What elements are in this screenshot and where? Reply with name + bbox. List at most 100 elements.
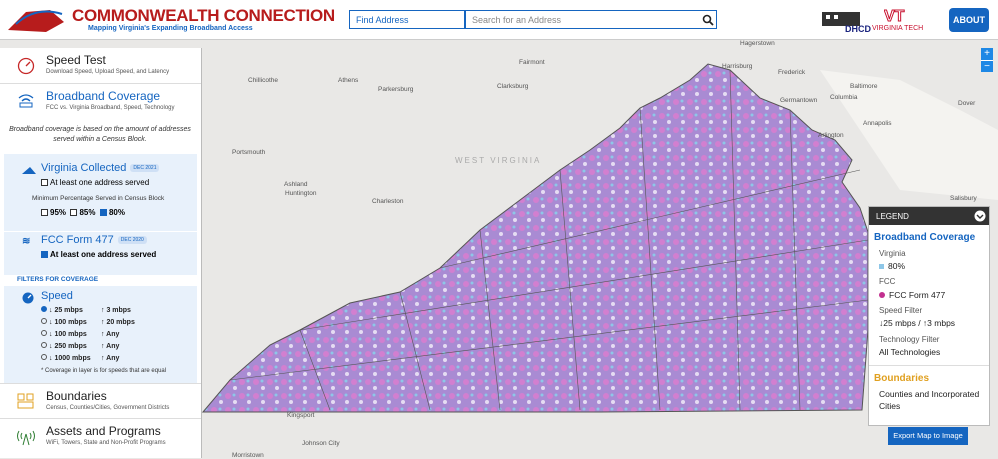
virginia-collected-box [4, 154, 197, 231]
speed-up: ↑ Any [101, 355, 120, 362]
city-label: Frederick [778, 69, 806, 76]
vc-badge: DEC 2021 [130, 164, 160, 172]
fcc-title: FCC Form 477 [41, 234, 114, 246]
fcc-icon: ≋ [22, 236, 31, 247]
zoom-in[interactable]: + [981, 48, 993, 60]
speed-box [4, 286, 197, 383]
city-label: Columbia [830, 94, 858, 101]
panel-subtitle: FCC vs. Virginia Broadband, Speed, Techn… [46, 105, 175, 111]
sidebar: Speed Test Download Speed, Upload Speed,… [0, 48, 202, 458]
legend-item: 80% [879, 261, 905, 271]
legend-value: 80% [888, 261, 906, 271]
fcc-option-label: At least one address served [50, 250, 157, 259]
svg-text:VT: VT [884, 8, 905, 24]
header: COMMONWEALTH CONNECTION Mapping Virginia… [0, 0, 998, 40]
panel-subtitle: WiFi, Towers, State and Non-Profit Progr… [46, 440, 166, 446]
radio [41, 318, 47, 324]
state-label: WEST VIRGINIA [455, 156, 542, 165]
county-lines [229, 69, 869, 411]
percent-label: 80% [108, 208, 125, 217]
search-icon[interactable] [702, 14, 714, 26]
city-label: Charleston [372, 198, 404, 205]
boundaries-icon [17, 393, 34, 409]
percent-option[interactable]: 95% [41, 208, 66, 217]
radio [41, 354, 47, 360]
panel-subtitle: Census, Counties/Cities, Government Dist… [46, 405, 170, 411]
city-label: Annapolis [863, 120, 892, 127]
speed-down: ↓ 100 mbps [49, 319, 87, 326]
speed-up: ↑ 3 mbps [101, 307, 131, 314]
panel-subtitle: Download Speed, Upload Speed, and Latenc… [46, 69, 170, 75]
speed-up: ↑ Any [101, 343, 120, 350]
city-label: Kingsport [287, 412, 315, 419]
speed-down: ↓ 25 mbps [49, 307, 83, 314]
partner-vt: VIRGINIA TECH [872, 25, 924, 32]
app-title: COMMONWEALTH CONNECTION [72, 6, 335, 25]
broadband-panel: Broadband Coverage FCC vs. Virginia Broa… [0, 84, 201, 384]
speed-filter-icon [22, 292, 34, 304]
speed-option[interactable]: ↓ 100 mbps ↑ Any [41, 330, 119, 338]
vc-title-row: Virginia Collected DEC 2021 [41, 162, 160, 174]
legend-header[interactable]: LEGEND [869, 207, 989, 225]
city-label: Germantown [780, 97, 818, 104]
radio [41, 330, 47, 336]
speed-option[interactable]: ↓ 1000 mbps ↑ Any [41, 354, 119, 362]
speed-option[interactable]: ↓ 25 mbps ↑ 3 mbps [41, 306, 131, 314]
speed-icon [17, 57, 35, 75]
legend-label: FCC [879, 277, 896, 286]
export-button[interactable]: Export Map to Image [888, 427, 968, 445]
vc-title: Virginia Collected [41, 162, 127, 174]
legend-value: Counties and Incorporated Cities [879, 389, 980, 411]
about-button[interactable]: ABOUT [949, 8, 989, 32]
boundaries-panel[interactable]: Boundaries Census, Counties/Cities, Gove… [0, 384, 201, 419]
city-label: Dover [958, 100, 976, 107]
legend-value: FCC Form 477 [889, 290, 946, 300]
legend-collapse[interactable] [974, 210, 986, 222]
speed-down: ↓ 1000 mbps [49, 355, 91, 362]
fcc-box [4, 232, 197, 275]
city-label: Baltimore [850, 83, 878, 90]
zoom-out[interactable]: − [981, 60, 993, 72]
wifi-icon [18, 94, 34, 108]
speed-up: ↑ Any [101, 331, 120, 338]
panel-title: Boundaries [46, 389, 107, 403]
app-subtitle: Mapping Virginia's Expanding Broadband A… [88, 25, 253, 32]
city-label: Ashland [284, 181, 308, 188]
dhcd-logo [822, 12, 860, 26]
legend-value: ↓25 mbps / ↑3 mbps [879, 318, 956, 328]
speed-up: ↑ 20 mbps [101, 319, 135, 326]
radio [41, 342, 47, 348]
city-label: Clarksburg [497, 83, 529, 90]
legend-label: Technology Filter [879, 335, 940, 344]
panel-title: Assets and Programs [46, 424, 161, 438]
percent-option[interactable]: 85% [70, 208, 95, 217]
fcc-option[interactable]: At least one address served [41, 250, 156, 259]
panel-title: Broadband Coverage [46, 89, 161, 103]
city-label: Salisbury [950, 195, 977, 202]
search-dropdown[interactable]: Find Address [349, 10, 465, 29]
speed-option[interactable]: ↓ 250 mbps ↑ Any [41, 342, 119, 350]
legend-item: FCC Form 477 [879, 290, 945, 300]
coverage-note: Broadband coverage is based on the amoun… [9, 126, 191, 143]
fcc-title-row: FCC Form 477 DEC 2020 [41, 234, 147, 246]
panel-title: Speed Test [46, 53, 106, 67]
city-label: Huntington [285, 190, 317, 197]
percent-option[interactable]: 80% [99, 208, 125, 217]
search-input[interactable]: Search for an Address [465, 10, 717, 29]
speed-test-panel[interactable]: Speed Test Download Speed, Upload Speed,… [0, 48, 201, 84]
vc-option-label: At least one address served [50, 178, 150, 187]
filters-heading: FILTERS FOR COVERAGE [17, 276, 99, 283]
city-label: Chillicothe [248, 77, 278, 84]
assets-icon [17, 430, 35, 446]
legend-section: Broadband Coverage [874, 232, 976, 243]
assets-panel[interactable]: Assets and Programs WiFi, Towers, State … [0, 419, 201, 458]
vc-option[interactable]: At least one address served [41, 178, 149, 187]
vt-logo: VT [884, 8, 905, 25]
vc-percents: 95% 85% 80% [41, 208, 125, 217]
legend-label: Speed Filter [879, 306, 923, 315]
city-label: Athens [338, 77, 359, 84]
speed-footnote: * Coverage in layer is for speeds that a… [41, 368, 167, 374]
city-label: Parkersburg [378, 86, 414, 93]
speed-option[interactable]: ↓ 100 mbps ↑ 20 mbps [41, 318, 135, 326]
